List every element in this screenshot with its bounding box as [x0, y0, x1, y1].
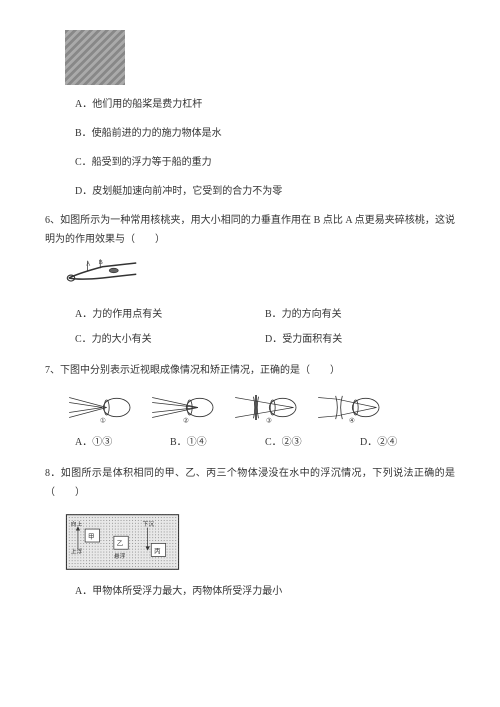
svg-text:③: ③ [266, 417, 272, 425]
svg-text:④: ④ [349, 417, 355, 425]
q5-option-c: C．船受到的浮力等于船的重力 [75, 153, 455, 172]
q6-option-d: D．受力面积有关 [265, 330, 455, 349]
svg-text:甲: 甲 [88, 532, 94, 540]
svg-text:丙: 丙 [154, 547, 160, 555]
q7-option-b: B．①④ [170, 433, 265, 452]
eye-diagram-3: ③ [231, 390, 306, 425]
q6-stem: 6、如图所示为一种常用核桃夹，用大小相同的力垂直作用在 B 点比 A 点更易夹碎… [45, 211, 455, 249]
q8-option-a: A．甲物体所受浮力最大，丙物体所受浮力最小 [75, 582, 455, 601]
q7-option-a: A．①③ [75, 433, 170, 452]
q5-option-d: D．皮划艇加速向前冲时，它受到的合力不为零 [75, 182, 455, 201]
eye-diagram-4: ④ [314, 390, 389, 425]
nutcracker-image: A B [65, 259, 140, 297]
svg-text:①: ① [100, 417, 106, 425]
q5-option-b: B．使船前进的力的施力物体是水 [75, 124, 455, 143]
svg-text:②: ② [183, 417, 189, 425]
svg-text:A: A [86, 261, 91, 267]
rower-image [65, 30, 125, 85]
eye-diagrams: ① ② ③ ④ [65, 390, 455, 425]
q8-stem: 8．如图所示是体积相同的甲、乙、丙三个物体浸没在水中的浮沉情况，下列说法正确的是… [45, 464, 455, 502]
eye-diagram-2: ② [148, 390, 223, 425]
q5-option-a: A．他们用的船桨是费力杠杆 [75, 95, 455, 114]
q7-option-d: D．②④ [360, 433, 455, 452]
q6-option-b: B．力的方向有关 [265, 305, 455, 324]
q7-stem: 7、下图中分别表示近视眼成像情况和矫正情况，正确的是（ ） [45, 361, 455, 380]
q7-option-c: C．②③ [265, 433, 360, 452]
eye-diagram-1: ① [65, 390, 140, 425]
q6-option-c: C．力的大小有关 [75, 330, 265, 349]
buoyancy-image: 甲 向上 上浮 乙 悬浮 丙 下沉 [65, 512, 180, 572]
q6-option-a: A．力的作用点有关 [75, 305, 265, 324]
svg-text:乙: 乙 [117, 540, 124, 548]
svg-text:B: B [99, 260, 103, 266]
